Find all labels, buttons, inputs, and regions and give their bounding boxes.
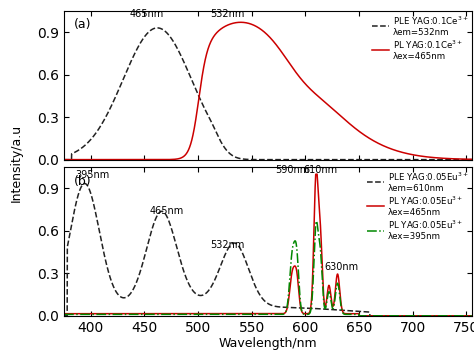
Line: PL YAG:0.1Ce$^{3+}$
λex=465nm: PL YAG:0.1Ce$^{3+}$ λex=465nm [64,22,472,160]
PLE YAG:0.05Eu$^{3+}$
λem=610nm [396,314,402,318]
Text: Intensity/a.u: Intensity/a.u [9,124,22,203]
PLE YAG:0.05Eu$^{3+}$
λem=610nm [306,306,311,310]
PL YAG:0.05Eu$^{3+}$
λex=395nm [469,314,474,318]
Text: 532nm: 532nm [210,240,244,250]
PLE YAG:0.05Eu$^{3+}$
λem=610nm [61,314,67,318]
X-axis label: Wavelength/nm: Wavelength/nm [219,338,317,350]
PL YAG:0.05Eu$^{3+}$
λex=465nm [313,172,319,176]
PL YAG:0.1Ce$^{3+}$
λex=465nm [217,28,223,32]
PLE YAG:0.1Ce$^{3+}$
λem=532nm [365,158,371,162]
Line: PL YAG:0.05Eu$^{3+}$
λex=465nm: PL YAG:0.05Eu$^{3+}$ λex=465nm [64,174,472,316]
PLE YAG:0.1Ce$^{3+}$
λem=532nm [306,158,311,162]
Line: PL YAG:0.05Eu$^{3+}$
λex=395nm: PL YAG:0.05Eu$^{3+}$ λex=395nm [64,221,472,316]
Legend: PLE YAG:0.05Eu$^{3+}$
λem=610nm, PL YAG:0.05Eu$^{3+}$
λex=465nm, PL YAG:0.05Eu$^: PLE YAG:0.05Eu$^{3+}$ λem=610nm, PL YAG:… [365,169,470,243]
PLE YAG:0.05Eu$^{3+}$
λem=610nm [326,307,332,311]
Text: 630nm: 630nm [325,262,359,273]
PL YAG:0.1Ce$^{3+}$
λex=465nm [135,158,141,162]
PL YAG:0.05Eu$^{3+}$
λex=395nm [326,290,332,294]
PL YAG:0.05Eu$^{3+}$
λex=395nm [396,314,402,318]
Text: (b): (b) [74,175,92,188]
PLE YAG:0.1Ce$^{3+}$
λem=532nm [155,26,160,30]
PLE YAG:0.05Eu$^{3+}$
λem=610nm [365,310,371,314]
PL YAG:0.05Eu$^{3+}$
λex=465nm [356,314,362,318]
Text: (a): (a) [74,18,91,31]
PL YAG:0.05Eu$^{3+}$
λex=395nm [306,312,311,317]
PLE YAG:0.05Eu$^{3+}$
λem=610nm [135,276,141,280]
PL YAG:0.05Eu$^{3+}$
λex=465nm [217,311,223,316]
PL YAG:0.05Eu$^{3+}$
λex=465nm [306,311,311,315]
Text: 610nm: 610nm [303,165,337,175]
PLE YAG:0.05Eu$^{3+}$
λem=610nm [469,314,474,318]
PL YAG:0.05Eu$^{3+}$
λex=395nm [365,314,371,318]
PLE YAG:0.1Ce$^{3+}$
λem=532nm [326,158,332,162]
Text: 465nm: 465nm [150,206,184,216]
PLE YAG:0.05Eu$^{3+}$
λem=610nm [82,182,88,186]
PL YAG:0.05Eu$^{3+}$
λex=395nm [61,312,67,317]
PL YAG:0.1Ce$^{3+}$
λex=465nm [306,85,311,90]
PLE YAG:0.1Ce$^{3+}$
λem=532nm [469,158,474,162]
PL YAG:0.1Ce$^{3+}$
λex=465nm [469,157,474,162]
PL YAG:0.05Eu$^{3+}$
λex=465nm [365,314,371,318]
PL YAG:0.05Eu$^{3+}$
λex=465nm [469,314,474,318]
PLE YAG:0.1Ce$^{3+}$
λem=532nm [61,158,67,162]
PLE YAG:0.1Ce$^{3+}$
λem=532nm [135,45,141,49]
PL YAG:0.1Ce$^{3+}$
λex=465nm [61,158,67,162]
PL YAG:0.05Eu$^{3+}$
λex=465nm [326,284,332,288]
PL YAG:0.05Eu$^{3+}$
λex=465nm [396,314,402,318]
PL YAG:0.05Eu$^{3+}$
λex=395nm [314,219,319,223]
Text: 395nm: 395nm [76,170,110,180]
PL YAG:0.1Ce$^{3+}$
λex=465nm [326,103,332,108]
PL YAG:0.05Eu$^{3+}$
λex=395nm [217,312,223,317]
PLE YAG:0.05Eu$^{3+}$
λem=610nm [217,266,223,270]
Text: 465nm: 465nm [129,9,164,19]
PLE YAG:0.1Ce$^{3+}$
λem=532nm [396,158,402,162]
PL YAG:0.05Eu$^{3+}$
λex=395nm [356,314,362,318]
PL YAG:0.1Ce$^{3+}$
λex=465nm [365,135,371,140]
Text: 532nm: 532nm [210,9,244,19]
PLE YAG:0.1Ce$^{3+}$
λem=532nm [217,138,223,142]
Line: PLE YAG:0.1Ce$^{3+}$
λem=532nm: PLE YAG:0.1Ce$^{3+}$ λem=532nm [64,28,472,160]
Text: 590nm: 590nm [275,165,310,175]
PL YAG:0.1Ce$^{3+}$
λex=465nm [396,149,402,154]
PL YAG:0.1Ce$^{3+}$
λex=465nm [238,20,244,24]
Legend: PLE YAG:0.1Ce$^{3+}$
λem=532nm, PL YAG:0.1Ce$^{3+}$
λex=465nm: PLE YAG:0.1Ce$^{3+}$ λem=532nm, PL YAG:0… [370,13,470,63]
PL YAG:0.05Eu$^{3+}$
λex=465nm [135,311,141,316]
Line: PLE YAG:0.05Eu$^{3+}$
λem=610nm: PLE YAG:0.05Eu$^{3+}$ λem=610nm [64,184,472,316]
PL YAG:0.05Eu$^{3+}$
λex=465nm [61,311,67,316]
PL YAG:0.05Eu$^{3+}$
λex=395nm [135,312,141,317]
